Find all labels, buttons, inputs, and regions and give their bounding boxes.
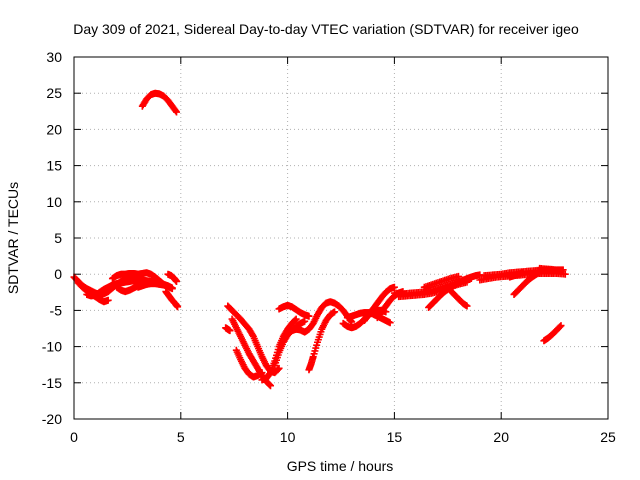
data-point xyxy=(557,322,565,330)
data-point xyxy=(172,107,180,115)
axis-ticks xyxy=(73,56,609,420)
x-tick-label: 5 xyxy=(177,429,185,445)
data-point xyxy=(519,269,527,277)
data-point xyxy=(267,382,275,390)
data-points xyxy=(70,89,569,390)
data-point xyxy=(301,317,309,325)
data-point xyxy=(173,108,181,116)
data-point xyxy=(258,369,266,377)
data-point xyxy=(559,266,567,274)
y-tick-label: 30 xyxy=(46,49,62,65)
x-tick-label: 10 xyxy=(280,429,296,445)
grid xyxy=(74,57,608,419)
data-point xyxy=(556,322,564,330)
data-point xyxy=(292,315,300,323)
data-point xyxy=(104,296,112,304)
data-point xyxy=(386,319,394,327)
y-tick-label: -15 xyxy=(42,375,62,391)
tick-labels: 0 5 10 15 20 25 -20 -15 -10 -5 0 5 10 15 20 25 30 xyxy=(42,49,616,445)
y-tick-label: 25 xyxy=(46,85,62,101)
y-tick-label: 0 xyxy=(54,266,62,282)
x-axis-label: GPS time / hours xyxy=(287,458,394,474)
data-point xyxy=(331,308,339,316)
data-point xyxy=(174,303,182,311)
data-point xyxy=(463,302,471,310)
data-point xyxy=(305,312,313,320)
chart-title: Day 309 of 2021, Sidereal Day-to-day VTE… xyxy=(73,21,579,37)
x-tick-label: 15 xyxy=(387,429,403,445)
y-tick-label: 5 xyxy=(54,230,62,246)
y-tick-label: -20 xyxy=(42,411,62,427)
y-tick-label: 10 xyxy=(46,194,62,210)
y-axis-label: SDTVAR / TECUs xyxy=(5,182,21,294)
data-point xyxy=(454,272,462,280)
plot-frame xyxy=(73,56,609,420)
data-point xyxy=(561,270,569,278)
data-point xyxy=(266,381,274,389)
y-tick-label: -5 xyxy=(50,302,63,318)
data-point xyxy=(275,364,283,372)
x-tick-label: 25 xyxy=(600,429,616,445)
data-point xyxy=(291,316,299,324)
data-point xyxy=(173,277,181,285)
data-point xyxy=(274,365,282,373)
x-tick-label: 20 xyxy=(493,429,509,445)
x-tick-label: 0 xyxy=(70,429,78,445)
y-tick-label: 15 xyxy=(46,158,62,174)
data-point xyxy=(168,285,176,293)
data-point xyxy=(226,327,234,335)
y-tick-label: -10 xyxy=(42,339,62,355)
y-tick-label: 20 xyxy=(46,121,62,137)
